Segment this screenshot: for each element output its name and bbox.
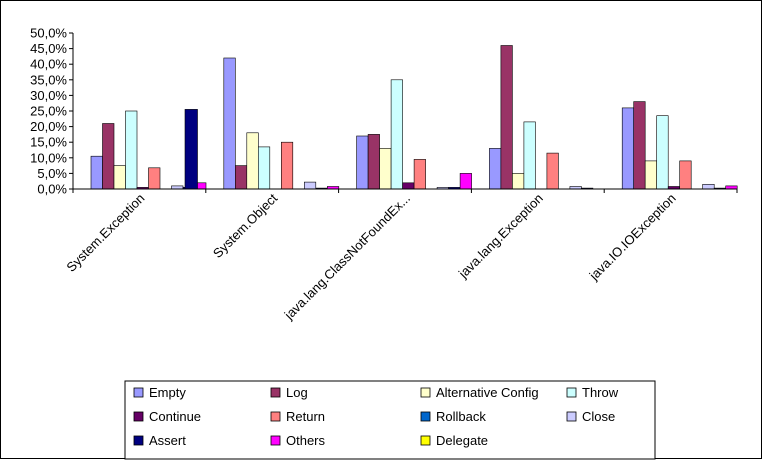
- legend-swatch: [420, 435, 431, 446]
- legend-label: Throw: [582, 385, 619, 400]
- y-tick-label: 15,0%: [30, 135, 67, 150]
- legend-swatch: [133, 387, 144, 398]
- bar-continue-2: [402, 182, 415, 190]
- bar-empty-0: [90, 155, 103, 190]
- bar-extra-0: [184, 109, 198, 190]
- legend-label: Delegate: [436, 433, 488, 448]
- bar-throw-4: [656, 115, 669, 190]
- x-category-label: java.IO.IOException: [586, 191, 679, 284]
- bar-others-2: [459, 173, 472, 190]
- bar-alternative-config-1: [246, 132, 259, 190]
- legend-swatch: [270, 435, 281, 446]
- y-tick-label: 35,0%: [30, 72, 67, 87]
- legend-label: Empty: [149, 385, 186, 400]
- legend-swatch: [133, 435, 144, 446]
- y-tick-label: 25,0%: [30, 104, 67, 119]
- y-tick-label: 45,0%: [30, 41, 67, 56]
- bar-alternative-config-2: [379, 148, 392, 190]
- bars-layer: [90, 45, 738, 190]
- bar-throw-1: [257, 146, 271, 190]
- bar-close-1: [303, 181, 317, 190]
- y-tick-label: 30,0%: [30, 88, 67, 103]
- y-tick-label: 40,0%: [30, 57, 67, 72]
- x-category-label: java.lang.ClassNotFoundEx...: [281, 191, 413, 323]
- legend-swatch: [133, 411, 144, 422]
- legend-label: Assert: [149, 433, 186, 448]
- legend-swatch: [270, 411, 281, 422]
- bar-return-4: [679, 160, 692, 190]
- bar-close-4: [702, 184, 715, 190]
- legend-swatch: [566, 411, 577, 422]
- y-tick-label: 10,0%: [30, 150, 67, 165]
- legend-label: Others: [286, 433, 326, 448]
- bar-return-2: [413, 159, 426, 190]
- legend-label: Log: [286, 385, 308, 400]
- y-tick-label: 0,0%: [37, 182, 67, 197]
- bar-alternative-config-0: [113, 165, 126, 190]
- bar-log-1: [235, 165, 248, 190]
- bar-log-0: [102, 123, 115, 190]
- bar-log-4: [633, 101, 646, 190]
- bar-throw-3: [523, 121, 536, 190]
- x-category-label: System.Exception: [63, 191, 147, 275]
- legend-label: Alternative Config: [436, 385, 539, 400]
- legend-label: Rollback: [436, 409, 486, 424]
- legend: Empty Log Alternative Config Throw Continue R…: [124, 380, 656, 460]
- bar-return-1: [280, 141, 294, 190]
- legend-swatch: [420, 387, 431, 398]
- legend-label: Continue: [149, 409, 201, 424]
- y-tick-label: 50,0%: [30, 26, 67, 41]
- x-category-label: System.Object: [210, 190, 281, 261]
- legend-label: Return: [286, 409, 325, 424]
- legend-swatch: [270, 387, 281, 398]
- bar-empty-1: [223, 57, 236, 190]
- bar-log-3: [500, 45, 513, 190]
- bar-return-0: [148, 167, 161, 190]
- bar-empty-3: [489, 148, 502, 190]
- legend-swatch: [566, 387, 577, 398]
- bar-alternative-config-3: [512, 173, 525, 190]
- bar-empty-2: [356, 135, 369, 190]
- bar-throw-0: [125, 110, 138, 190]
- bar-log-2: [367, 134, 380, 190]
- x-category-label: java.lang.Exception: [455, 191, 546, 282]
- bar-empty-4: [621, 107, 635, 190]
- y-tick-label: 20,0%: [30, 119, 67, 134]
- legend-label: Close: [582, 409, 615, 424]
- bar-return-3: [546, 152, 559, 190]
- bar-alternative-config-4: [644, 160, 658, 190]
- y-tick-label: 5,0%: [37, 166, 67, 181]
- legend-swatch: [420, 411, 431, 422]
- bar-throw-2: [390, 79, 403, 190]
